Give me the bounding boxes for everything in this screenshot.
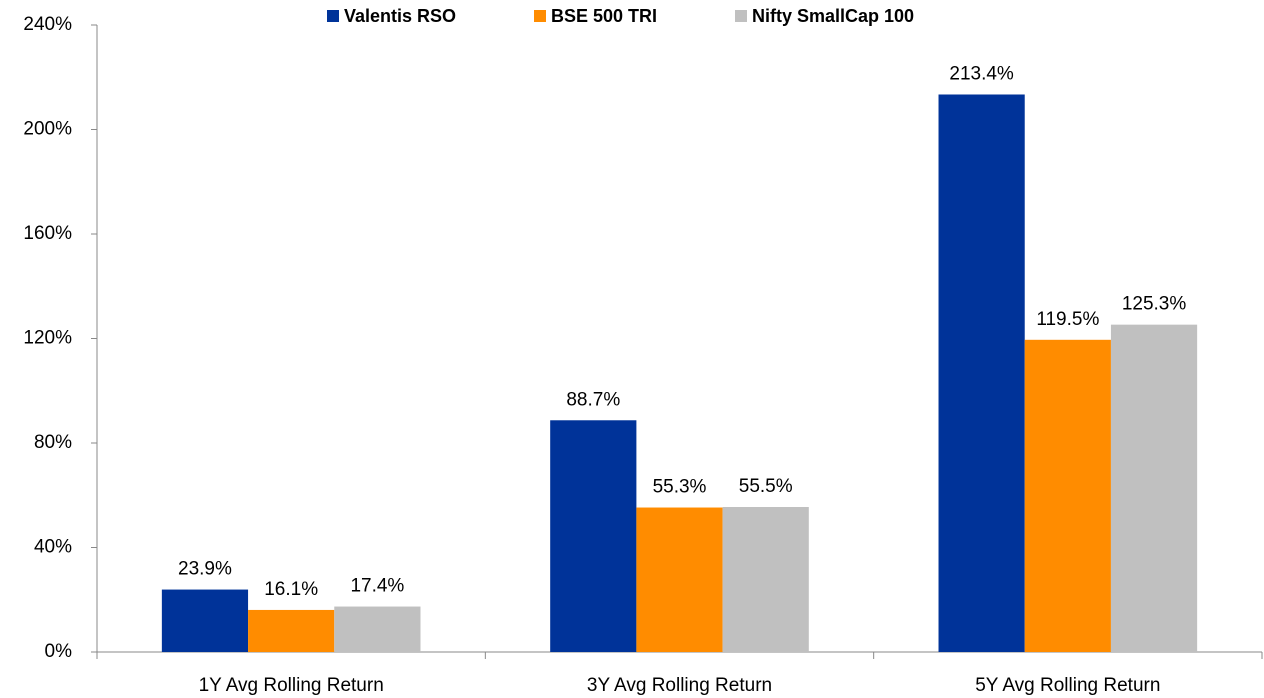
y-tick-label: 200% xyxy=(23,119,72,140)
bar xyxy=(1024,339,1111,652)
bar xyxy=(550,420,637,652)
y-tick-label: 160% xyxy=(23,223,72,244)
bar xyxy=(636,507,723,652)
value-label: 88.7% xyxy=(566,389,620,410)
value-label: 16.1% xyxy=(264,579,318,600)
value-label: 55.5% xyxy=(739,476,793,497)
legend-swatch xyxy=(327,10,339,22)
y-tick-label: 240% xyxy=(23,14,72,35)
bar xyxy=(938,94,1025,653)
value-label: 213.4% xyxy=(949,64,1014,85)
x-tick-label: 3Y Avg Rolling Return xyxy=(587,675,772,696)
y-tick-label: 40% xyxy=(34,537,72,558)
value-label: 125.3% xyxy=(1122,294,1187,315)
legend-label: Valentis RSO xyxy=(344,6,456,26)
y-tick-label: 120% xyxy=(23,328,72,349)
legend-swatch xyxy=(534,10,546,22)
value-label: 119.5% xyxy=(1036,309,1099,330)
bar xyxy=(722,507,809,652)
value-label: 55.3% xyxy=(653,477,707,498)
legend-label: BSE 500 TRI xyxy=(551,6,657,26)
y-tick-label: 0% xyxy=(45,641,73,662)
bar xyxy=(1110,324,1198,652)
y-tick-label: 80% xyxy=(34,432,72,453)
value-label: 17.4% xyxy=(350,576,404,597)
bar xyxy=(161,589,249,652)
value-label: 23.9% xyxy=(178,559,232,580)
bar xyxy=(248,609,335,652)
x-tick-label: 1Y Avg Rolling Return xyxy=(199,675,384,696)
bar xyxy=(334,606,421,652)
legend-label: Nifty SmallCap 100 xyxy=(752,6,914,26)
legend-swatch xyxy=(735,10,747,22)
x-tick-label: 5Y Avg Rolling Return xyxy=(975,675,1160,696)
